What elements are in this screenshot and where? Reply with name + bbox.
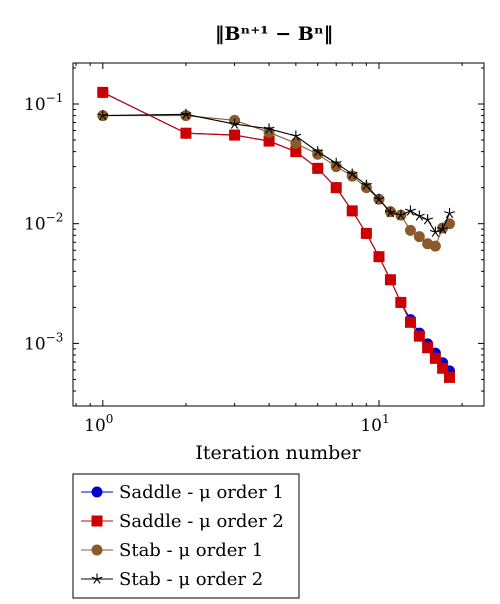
series-line xyxy=(102,115,450,247)
data-point xyxy=(180,127,192,139)
legend-marker xyxy=(91,573,103,584)
plot-area: 100 101 10−1 10−2 10−3 xyxy=(24,62,485,436)
data-point xyxy=(437,362,449,374)
x-axis-label: Iteration number xyxy=(195,442,361,464)
legend-label: Saddle - μ order 1 xyxy=(119,482,284,503)
data-point xyxy=(97,86,109,98)
legend-entry-3: Stab - μ order 1 xyxy=(81,540,263,561)
data-point xyxy=(443,371,455,383)
legend-marker xyxy=(91,515,103,527)
series-2 xyxy=(97,86,455,383)
legend-entry-2: Saddle - μ order 2 xyxy=(81,511,284,532)
data-point xyxy=(330,182,342,194)
data-point xyxy=(97,110,109,121)
data-point xyxy=(229,118,240,129)
data-point xyxy=(437,223,449,234)
data-point xyxy=(429,226,441,237)
data-point xyxy=(404,224,416,236)
data-point xyxy=(429,240,441,252)
x-tick-label: 101 xyxy=(360,412,389,436)
data-point xyxy=(422,214,434,225)
legend-label: Stab - μ order 1 xyxy=(119,540,263,561)
legend-entry-1: Saddle - μ order 1 xyxy=(81,482,284,503)
data-point xyxy=(413,231,425,243)
data-point xyxy=(422,342,434,354)
data-point xyxy=(290,137,302,149)
legend-marker xyxy=(91,486,103,498)
legend-marker xyxy=(91,544,103,556)
data-point xyxy=(229,129,241,141)
plot-frame xyxy=(72,62,485,407)
data-point xyxy=(413,330,425,342)
data-point xyxy=(312,162,324,174)
data-point xyxy=(404,316,416,328)
series-4 xyxy=(97,108,455,237)
data-point xyxy=(290,130,302,141)
chart-title: ‖Bⁿ⁺¹ − Bⁿ‖ xyxy=(215,23,333,45)
y-tick-label: 10−2 xyxy=(24,211,63,235)
chart-title-text: ‖Bⁿ⁺¹ − Bⁿ‖ xyxy=(215,23,333,45)
data-point xyxy=(373,193,385,205)
data-point xyxy=(413,210,425,221)
data-point xyxy=(346,168,358,179)
data-point xyxy=(312,146,324,157)
y-tick-label: 10−3 xyxy=(24,330,63,354)
data-point xyxy=(395,296,407,308)
legend-label: Saddle - μ order 2 xyxy=(119,511,284,532)
data-point xyxy=(444,207,455,219)
data-point xyxy=(384,274,396,286)
data-point xyxy=(395,209,407,220)
series-line xyxy=(102,91,450,372)
legend-entry-4: Stab - μ order 2 xyxy=(81,569,263,590)
data-point xyxy=(360,227,372,239)
data-point xyxy=(346,205,358,217)
legend-label: Stab - μ order 2 xyxy=(119,569,263,590)
series-3 xyxy=(97,110,455,252)
data-point xyxy=(373,251,385,263)
x-tick-label: 100 xyxy=(84,412,113,436)
data-point xyxy=(263,123,275,134)
data-point xyxy=(330,157,342,169)
y-tick-label: 10−1 xyxy=(24,91,63,115)
legend-box xyxy=(72,473,300,599)
legend: Saddle - μ order 1 Saddle - μ order 2 Stab… xyxy=(72,473,300,599)
data-point xyxy=(405,205,416,216)
data-point xyxy=(360,179,372,190)
data-point xyxy=(429,352,441,364)
data-point xyxy=(180,108,192,120)
data-point xyxy=(385,207,396,218)
